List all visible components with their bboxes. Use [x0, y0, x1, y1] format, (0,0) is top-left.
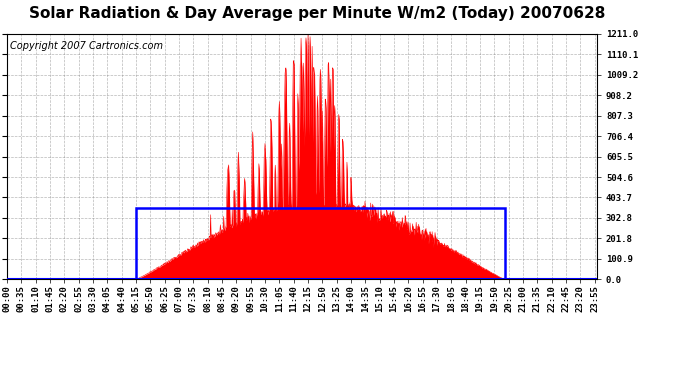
Text: Solar Radiation & Day Average per Minute W/m2 (Today) 20070628: Solar Radiation & Day Average per Minute… [29, 6, 606, 21]
Bar [136, 208, 504, 279]
Text: Copyright 2007 Cartronics.com: Copyright 2007 Cartronics.com [10, 41, 163, 51]
